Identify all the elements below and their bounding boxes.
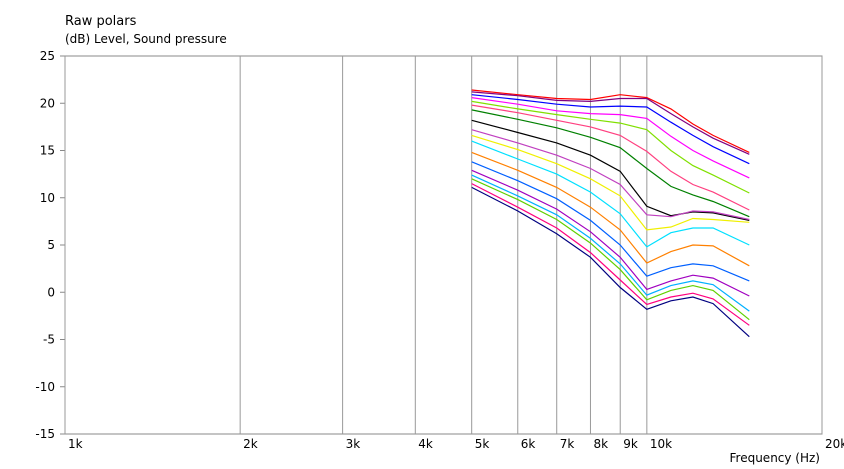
series-line [471,91,750,155]
series-line [471,97,750,179]
y-tick-label: 10 [40,191,55,205]
series-line [471,186,750,338]
y-tick-label: 15 [40,144,55,158]
series-line [471,140,750,248]
series-line [471,129,750,221]
series-line [471,104,750,211]
series-line [471,151,750,267]
x-axis-label: Frequency (Hz) [730,451,821,465]
x-tick-label: 3k [346,437,361,451]
y-tick-label: 5 [47,238,55,252]
x-tick-label: 4k [418,437,433,451]
x-tick-label: 7k [560,437,575,451]
series-line [471,94,750,165]
x-tick-label: 1k [68,437,83,451]
x-tick-label: 6k [521,437,536,451]
y-tick-label: -10 [35,380,55,394]
series-line [471,174,750,312]
series-line [471,178,750,321]
series-line [471,161,750,282]
y-tick-label: -5 [43,333,55,347]
y-tick-label: 0 [47,285,55,299]
x-tick-label: 20k [825,437,844,451]
series-line [471,89,750,153]
y-tick-label: 25 [40,49,55,63]
series-line [471,109,750,218]
x-tick-label: 9k [623,437,638,451]
series-line [471,134,750,231]
series-line [471,183,750,326]
chart-subtitle: (dB) Level, Sound pressure [65,32,227,46]
chart-title: Raw polars [65,14,137,29]
series-line [471,119,750,221]
y-tick-label: -15 [35,427,55,441]
x-tick-label: 5k [475,437,490,451]
x-tick-label: 2k [243,437,258,451]
x-tick-label: 8k [593,437,608,451]
y-tick-label: 20 [40,96,55,110]
series-line [471,169,750,297]
series-line [471,100,750,194]
x-tick-label: 10k [650,437,672,451]
